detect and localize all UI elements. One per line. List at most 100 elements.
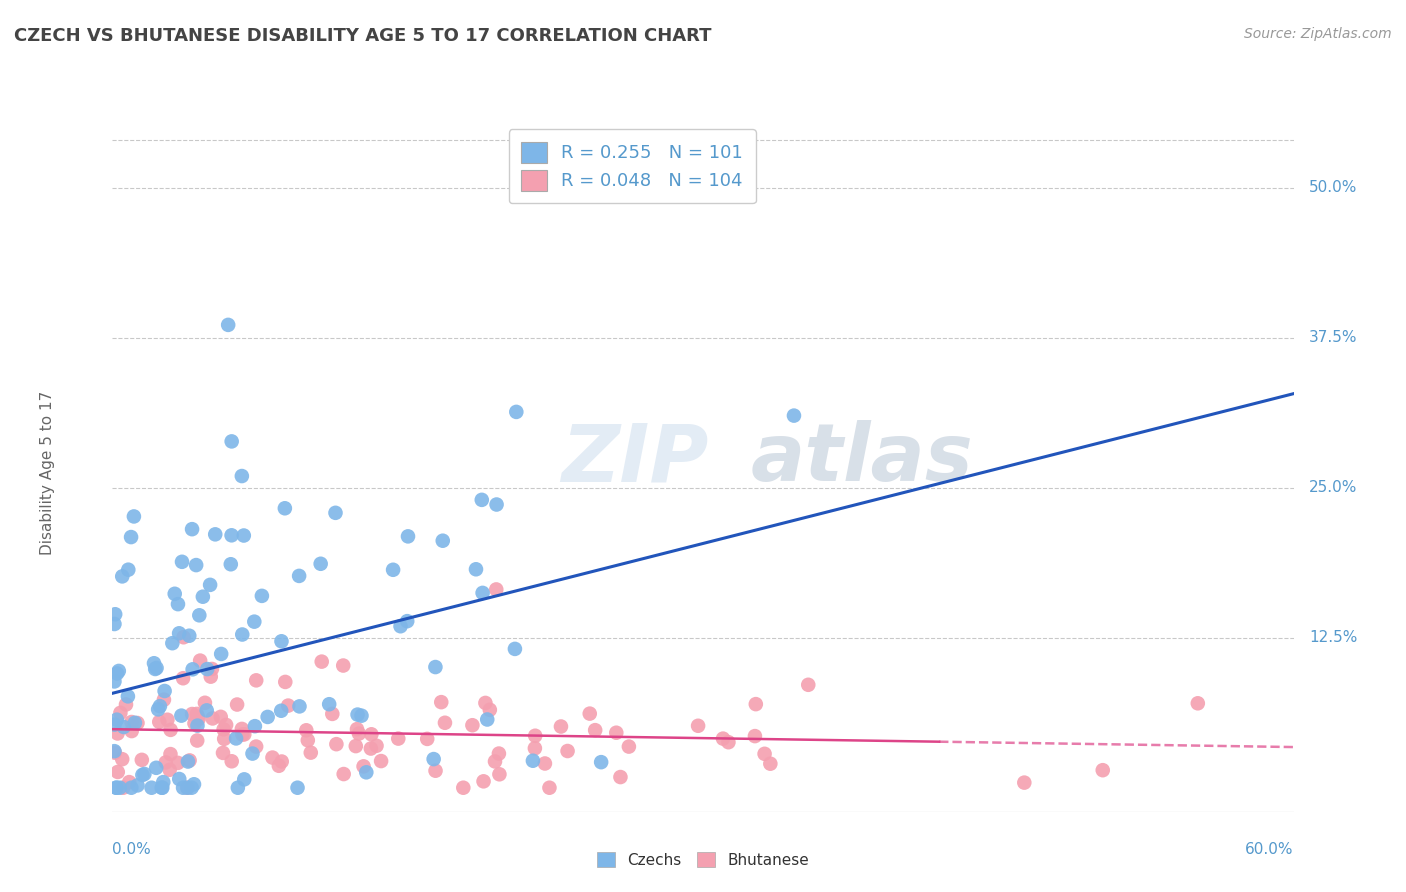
Point	[321, 706, 343, 721]
Text: CZECH VS BHUTANESE DISABILITY AGE 5 TO 17 CORRELATION CHART: CZECH VS BHUTANESE DISABILITY AGE 5 TO 1…	[14, 27, 711, 45]
Point	[759, 756, 782, 771]
Point	[422, 752, 444, 766]
Point	[177, 755, 200, 769]
Text: 60.0%: 60.0%	[1246, 842, 1294, 856]
Point	[430, 695, 453, 709]
Point	[231, 627, 253, 641]
Point	[159, 723, 181, 737]
Point	[505, 405, 527, 419]
Point	[141, 780, 163, 795]
Point	[1187, 696, 1209, 710]
Point	[416, 731, 439, 746]
Point	[1014, 775, 1036, 789]
Point	[617, 739, 640, 754]
Point	[143, 662, 166, 676]
Point	[332, 767, 354, 781]
Point	[104, 746, 127, 760]
Point	[717, 735, 740, 749]
Point	[318, 697, 340, 711]
Point	[166, 756, 188, 770]
Point	[534, 756, 557, 771]
Point	[103, 674, 125, 689]
Point	[711, 731, 734, 746]
Point	[188, 608, 211, 623]
Point	[131, 768, 153, 782]
Point	[288, 699, 311, 714]
Point	[131, 753, 153, 767]
Point	[583, 723, 606, 738]
Point	[523, 741, 546, 756]
Point	[344, 739, 367, 753]
Point	[550, 719, 572, 733]
Point	[181, 662, 204, 676]
Point	[191, 590, 214, 604]
Point	[146, 702, 169, 716]
Point	[299, 746, 322, 760]
Point	[538, 780, 561, 795]
Text: 25.0%: 25.0%	[1309, 480, 1358, 495]
Legend: R = 0.255   N = 101, R = 0.048   N = 104: R = 0.255 N = 101, R = 0.048 N = 104	[509, 129, 755, 203]
Point	[396, 529, 419, 543]
Point	[107, 764, 129, 779]
Point	[105, 713, 128, 727]
Point	[346, 722, 368, 736]
Point	[117, 690, 139, 704]
Point	[485, 582, 508, 597]
Point	[201, 662, 224, 676]
Point	[134, 767, 156, 781]
Point	[557, 744, 579, 758]
Point	[149, 699, 172, 714]
Point	[745, 697, 768, 711]
Point	[347, 726, 370, 740]
Point	[325, 506, 347, 520]
Point	[120, 780, 142, 795]
Point	[148, 714, 170, 729]
Point	[108, 780, 131, 795]
Point	[188, 654, 211, 668]
Point	[107, 726, 129, 740]
Text: Source: ZipAtlas.com: Source: ZipAtlas.com	[1244, 27, 1392, 41]
Point	[181, 706, 204, 721]
Point	[233, 772, 256, 787]
Point	[270, 755, 292, 769]
Point	[198, 578, 221, 592]
Point	[744, 729, 766, 743]
Point	[186, 558, 208, 573]
Point	[195, 703, 218, 717]
Point	[209, 647, 232, 661]
Point	[332, 658, 354, 673]
Point	[153, 684, 176, 698]
Point	[110, 706, 132, 720]
Point	[461, 718, 484, 732]
Point	[215, 718, 238, 732]
Point	[471, 492, 494, 507]
Point	[311, 655, 333, 669]
Point	[186, 718, 208, 732]
Point	[297, 733, 319, 747]
Point	[471, 586, 494, 600]
Point	[117, 563, 139, 577]
Point	[465, 562, 488, 576]
Point	[797, 678, 820, 692]
Point	[270, 634, 292, 648]
Point	[221, 754, 243, 768]
Point	[221, 528, 243, 542]
Point	[488, 747, 510, 761]
Point	[156, 713, 179, 727]
Point	[309, 557, 332, 571]
Point	[122, 509, 145, 524]
Point	[243, 719, 266, 733]
Text: ZIP: ZIP	[561, 420, 709, 499]
Point	[370, 754, 392, 768]
Point	[103, 717, 125, 731]
Point	[172, 780, 194, 795]
Point	[270, 704, 292, 718]
Point	[605, 725, 627, 739]
Point	[186, 706, 208, 721]
Point	[121, 724, 143, 739]
Point	[366, 739, 388, 753]
Point	[176, 780, 198, 795]
Point	[432, 533, 454, 548]
Point	[153, 692, 176, 706]
Point	[225, 731, 247, 746]
